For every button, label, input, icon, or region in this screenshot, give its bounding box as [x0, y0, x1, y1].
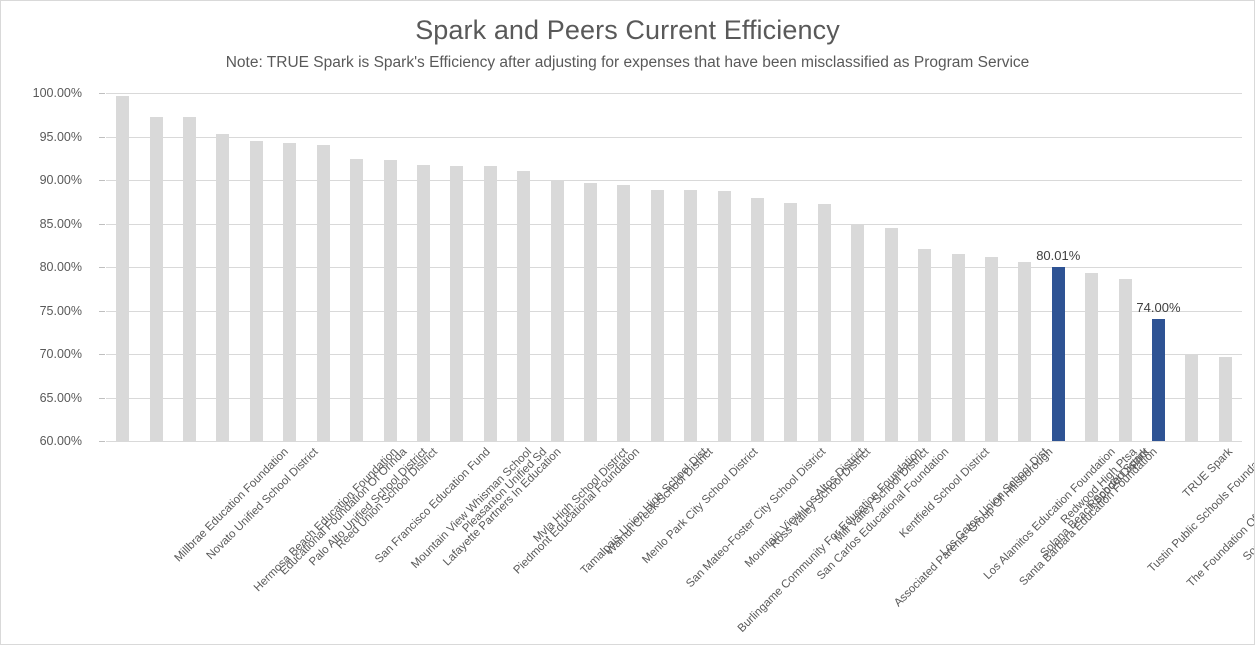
bar[interactable]	[183, 117, 197, 441]
bar[interactable]	[283, 143, 297, 441]
bar[interactable]	[984, 256, 998, 441]
y-axis-tick-mark	[99, 136, 105, 138]
y-axis-tick-mark	[99, 310, 105, 312]
gridline	[106, 223, 1242, 225]
gridline	[106, 93, 1242, 94]
y-axis-tick-label: 70.00%	[39, 347, 82, 361]
bars-layer: 80.01% 74.00%	[106, 93, 1242, 441]
x-axis-tick-label: Millbrae Education Foundation	[172, 446, 291, 565]
bar[interactable]	[751, 198, 765, 441]
bar[interactable]	[249, 140, 263, 441]
y-axis-tick-mark	[99, 354, 105, 355]
bar[interactable]	[617, 185, 631, 441]
x-axis-labels: Millbrae Education Foundation Novato Unif…	[106, 442, 1254, 642]
bar-data-label: 80.01%	[1036, 247, 1081, 263]
y-axis-tick-mark	[99, 180, 105, 181]
bar[interactable]	[450, 166, 464, 441]
bar[interactable]	[951, 253, 965, 441]
bar[interactable]	[350, 159, 364, 441]
bar[interactable]	[717, 191, 731, 441]
bar[interactable]	[116, 96, 130, 441]
bar-data-label: 74.00%	[1136, 300, 1181, 316]
bar[interactable]	[684, 189, 698, 441]
y-axis-tick-mark	[99, 397, 105, 399]
y-axis-tick-label: 95.00%	[39, 129, 82, 144]
bar[interactable]	[1085, 273, 1099, 441]
bar[interactable]	[1051, 266, 1065, 441]
x-axis-tick-label: Los Gatos Union School Dist	[938, 446, 1051, 559]
y-axis-tick-label: 80.00%	[39, 260, 82, 274]
bar[interactable]	[817, 203, 831, 441]
gridline	[106, 267, 1242, 268]
bar[interactable]	[416, 165, 430, 441]
y-axis-tick-mark	[99, 223, 105, 225]
gridline	[106, 397, 1242, 399]
gridline	[106, 310, 1242, 312]
bar[interactable]	[1185, 354, 1199, 441]
bar[interactable]	[1151, 319, 1165, 441]
bar[interactable]	[1118, 279, 1132, 441]
y-axis-tick-mark	[99, 93, 105, 94]
bar[interactable]	[550, 180, 564, 441]
x-axis-tick-label: Reported Spark	[1085, 446, 1152, 512]
y-axis-tick-label: 75.00%	[39, 303, 82, 318]
bar[interactable]	[517, 171, 531, 441]
y-axis-tick-label: 65.00%	[39, 390, 82, 405]
gridline	[106, 136, 1242, 138]
bar[interactable]	[316, 145, 330, 441]
bar[interactable]	[483, 166, 497, 441]
bar[interactable]	[784, 202, 798, 441]
bar[interactable]	[216, 133, 230, 441]
gridline	[106, 441, 1242, 442]
x-axis-tick-label: Tustin Public Schools Foundation	[1145, 446, 1255, 575]
gridline	[106, 180, 1242, 181]
bar[interactable]	[383, 160, 397, 441]
chart-title: Spark and Peers Current Efficiency	[415, 15, 840, 45]
bar[interactable]	[1018, 261, 1032, 441]
bar[interactable]	[149, 116, 163, 441]
plot-area: 100.00% 95.00% 90.00% 85.00% 80.00% 75.00% 70.…	[33, 86, 1242, 448]
y-axis-tick-mark	[99, 267, 105, 268]
bar[interactable]	[884, 227, 898, 441]
y-axis-tick-label: 85.00%	[39, 216, 82, 231]
y-axis-tick-label: 100.00%	[32, 86, 82, 100]
y-axis-tick-label: 60.00%	[39, 434, 82, 448]
bar[interactable]	[851, 223, 865, 441]
bar[interactable]	[1218, 357, 1232, 441]
gridline	[106, 354, 1242, 355]
y-axis-tick-label: 90.00%	[39, 173, 82, 187]
chart-subtitle: Note: TRUE Spark is Spark's Efficiency a…	[225, 54, 1030, 71]
bar[interactable]	[650, 189, 664, 441]
bar[interactable]	[583, 183, 597, 441]
bar[interactable]	[918, 248, 932, 441]
y-axis-tick-mark	[99, 441, 105, 442]
